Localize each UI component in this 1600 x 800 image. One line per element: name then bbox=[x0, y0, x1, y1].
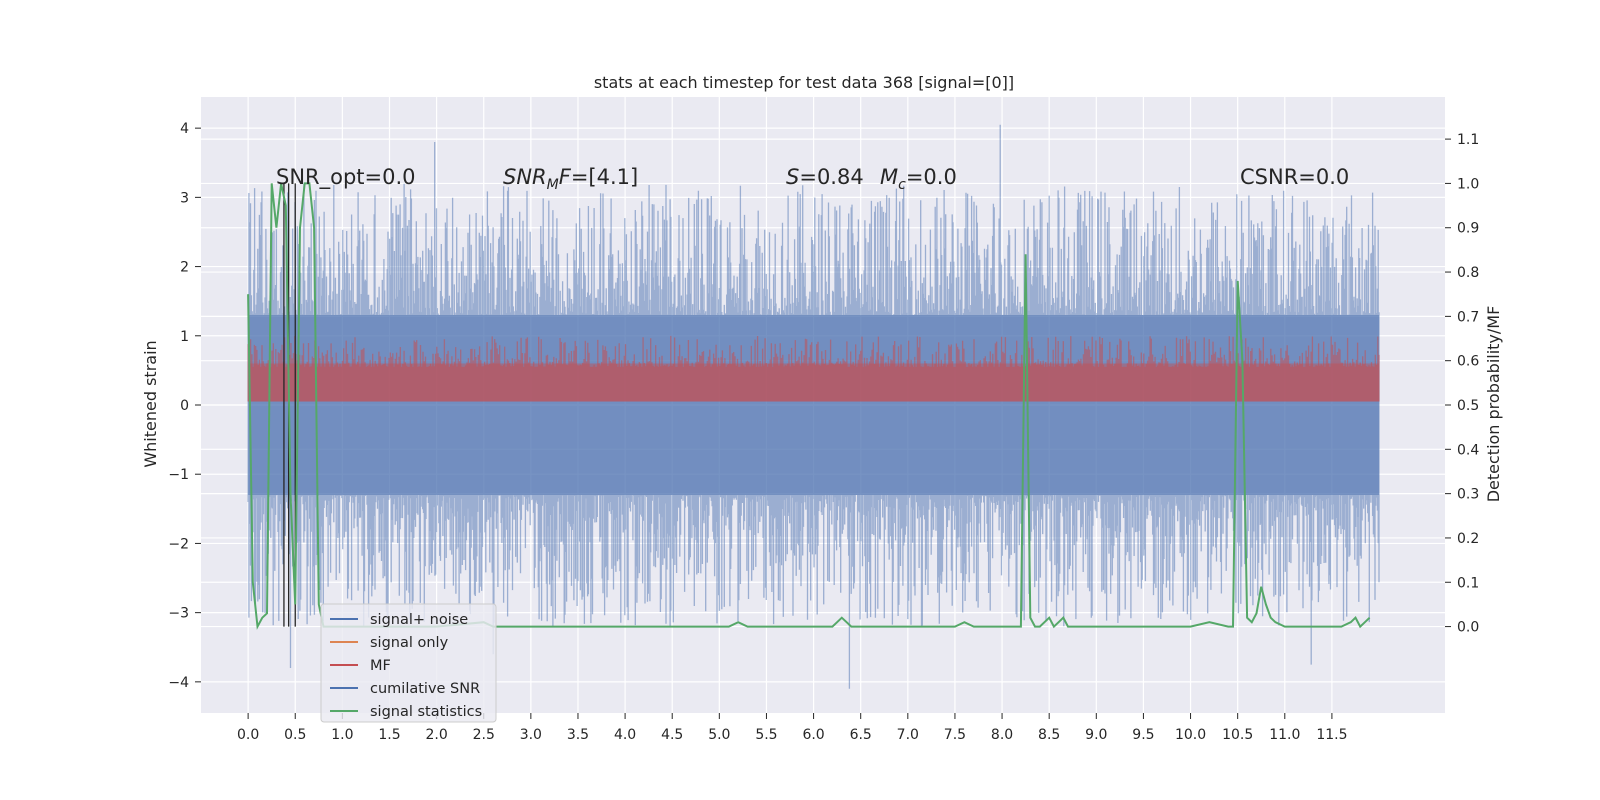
x-axis-ticks: 0.0 0.5 1.0 1.5 2.0 2.5 3.0 3.5 4.0 4.5 5.0 5.5 6.0 6… bbox=[237, 713, 1347, 743]
series-mf bbox=[247, 335, 1380, 402]
right-y-tick-label: 0.3 bbox=[1457, 487, 1479, 503]
legend-label: signal+ noise bbox=[370, 612, 468, 628]
annotation-csnr: CSNR=0.0 bbox=[1240, 165, 1349, 189]
annotation-snr-mf-value: =[4.1] bbox=[571, 165, 638, 189]
annotation-mc-sub: c bbox=[898, 177, 906, 193]
series-signal-statistics bbox=[247, 182, 1371, 630]
right-y-tick-label: 0.2 bbox=[1457, 531, 1479, 547]
x-tick-label: 9.5 bbox=[1132, 727, 1154, 743]
annotation-s-symbol: S bbox=[786, 165, 799, 189]
legend: signal+ noise signal only MF cumilative SNR… bbox=[320, 603, 497, 723]
y-tick-label: 1 bbox=[180, 329, 189, 345]
right-y-axis-ticks: 1.1 1.0 0.9 0.8 0.7 0.6 0.5 0.4 0.3 0.2 0.1 0.0 bbox=[1445, 132, 1479, 636]
x-tick-label: 2.0 bbox=[425, 727, 447, 743]
right-y-tick-label: 0.6 bbox=[1457, 354, 1479, 370]
annotation-mc-symbol: M bbox=[880, 165, 898, 189]
right-y-tick-label: 0.7 bbox=[1457, 309, 1479, 325]
x-tick-label: 6.5 bbox=[850, 727, 872, 743]
y-tick-label: 4 bbox=[180, 121, 189, 137]
x-tick-label: 7.0 bbox=[897, 727, 919, 743]
right-y-tick-label: 0.0 bbox=[1457, 620, 1479, 636]
x-tick-label: 7.5 bbox=[944, 727, 966, 743]
annotation-mc: Mc=0.0 bbox=[880, 165, 957, 193]
x-tick-label: 0.0 bbox=[237, 727, 259, 743]
annotation-snr-mf: SNRMF=[4.1] bbox=[503, 165, 638, 193]
right-y-axis-label: Detection probability/MF bbox=[1484, 306, 1503, 503]
legend-label: signal statistics bbox=[370, 704, 482, 720]
x-tick-label: 9.0 bbox=[1085, 727, 1107, 743]
annotation-snr-mf-f: F bbox=[559, 165, 572, 189]
y-tick-label: −2 bbox=[168, 536, 189, 552]
x-tick-label: 1.0 bbox=[331, 727, 353, 743]
y-tick-label: 2 bbox=[180, 260, 189, 276]
annotation-s: S=0.84 bbox=[786, 165, 864, 189]
right-y-tick-label: 0.4 bbox=[1457, 442, 1479, 458]
y-tick-label: 3 bbox=[180, 190, 189, 206]
y-axis-ticks: 4 3 2 1 0 −1 −2 −3 −4 bbox=[168, 121, 201, 691]
x-tick-label: 11.5 bbox=[1316, 727, 1347, 743]
y-tick-label: 0 bbox=[180, 398, 189, 414]
y-tick-label: −3 bbox=[168, 606, 189, 622]
x-tick-label: 3.5 bbox=[567, 727, 589, 743]
legend-label: signal only bbox=[370, 635, 449, 651]
annotation-mc-value: =0.0 bbox=[906, 165, 957, 189]
right-y-tick-label: 1.1 bbox=[1457, 132, 1479, 148]
mf-trace bbox=[247, 335, 1380, 402]
x-tick-label: 10.0 bbox=[1175, 727, 1206, 743]
x-tick-label: 11.0 bbox=[1269, 727, 1300, 743]
legend-frame bbox=[320, 603, 497, 723]
series-signal-plus-noise bbox=[247, 124, 1380, 689]
x-tick-label: 3.0 bbox=[520, 727, 542, 743]
annotation-s-value: =0.84 bbox=[799, 165, 863, 189]
x-tick-label: 1.5 bbox=[378, 727, 400, 743]
right-y-tick-label: 0.8 bbox=[1457, 265, 1479, 281]
x-tick-label: 8.5 bbox=[1038, 727, 1060, 743]
y-axis-label: Whitened strain bbox=[141, 340, 160, 467]
y-tick-label: −1 bbox=[168, 467, 189, 483]
right-y-tick-label: 0.5 bbox=[1457, 398, 1479, 414]
right-y-tick-label: 0.9 bbox=[1457, 221, 1479, 237]
y-tick-label: −4 bbox=[168, 675, 189, 691]
annotation-snr-mf-sub: M bbox=[547, 177, 559, 193]
x-tick-label: 5.5 bbox=[755, 727, 777, 743]
legend-label: MF bbox=[370, 658, 391, 674]
x-tick-label: 6.0 bbox=[802, 727, 824, 743]
x-tick-label: 4.0 bbox=[614, 727, 636, 743]
chart-title: stats at each timestep for test data 368… bbox=[594, 73, 1014, 92]
right-y-tick-label: 1.0 bbox=[1457, 176, 1479, 192]
legend-label: cumilative SNR bbox=[370, 681, 480, 697]
x-tick-label: 0.5 bbox=[284, 727, 306, 743]
right-y-tick-label: 0.1 bbox=[1457, 575, 1479, 591]
x-tick-label: 2.5 bbox=[473, 727, 495, 743]
x-tick-label: 4.5 bbox=[661, 727, 683, 743]
annotation-snr-mf-symbol: SNR bbox=[503, 165, 547, 189]
x-tick-label: 5.0 bbox=[708, 727, 730, 743]
x-tick-label: 8.0 bbox=[991, 727, 1013, 743]
x-tick-label: 10.5 bbox=[1222, 727, 1253, 743]
annotation-snr-opt: SNR_opt=0.0 bbox=[276, 165, 416, 190]
